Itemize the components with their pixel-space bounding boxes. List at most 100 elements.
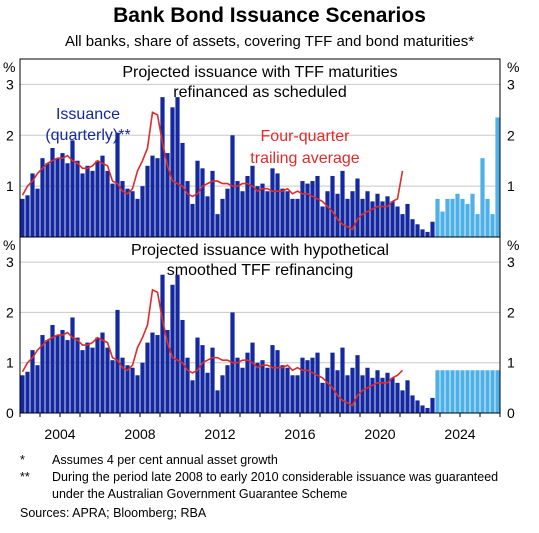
bond-issuance-chart: 1 1 2 2 3 3% % Projected issuance with TFF matu… bbox=[3, 58, 519, 442]
issuance-bar bbox=[40, 158, 45, 237]
issuance-bar bbox=[415, 224, 420, 237]
issuance-bar bbox=[120, 357, 125, 413]
y-tick-label-right: 2 bbox=[507, 304, 515, 320]
average-annotation: trailing average bbox=[250, 150, 360, 167]
issuance-bar bbox=[255, 362, 260, 413]
issuance-bar bbox=[315, 352, 320, 413]
issuance-bar bbox=[185, 357, 190, 413]
issuance-bar bbox=[45, 163, 50, 237]
x-tick-label: 2024 bbox=[444, 426, 475, 442]
issuance-bar bbox=[335, 193, 340, 237]
issuance-annotation: Issuance bbox=[56, 106, 120, 123]
footnote-1: * Assumes 4 per cent annual asset growth bbox=[20, 452, 530, 469]
issuance-bar bbox=[395, 206, 400, 237]
issuance-bar bbox=[380, 377, 385, 413]
issuance-bar bbox=[145, 342, 150, 413]
issuance-bar bbox=[405, 203, 410, 237]
issuance-bar bbox=[205, 196, 210, 237]
issuance-bar bbox=[120, 181, 125, 237]
issuance-bar bbox=[25, 371, 30, 413]
y-tick-label-right: 1 bbox=[507, 178, 515, 194]
panel-title: Projected issuance with hypothetical bbox=[131, 242, 389, 259]
issuance-bar bbox=[415, 400, 420, 413]
projected-bar bbox=[460, 198, 465, 237]
issuance-bar bbox=[75, 160, 80, 237]
issuance-bar bbox=[50, 148, 55, 237]
issuance-bar bbox=[235, 357, 240, 413]
issuance-bar bbox=[360, 375, 365, 413]
issuance-bar bbox=[250, 342, 255, 413]
issuance-bar bbox=[95, 160, 100, 237]
issuance-bar bbox=[85, 342, 90, 413]
y-unit-label-left: % bbox=[3, 237, 15, 253]
projected-bar bbox=[440, 211, 445, 237]
issuance-bar bbox=[410, 219, 415, 237]
issuance-bar bbox=[155, 335, 160, 413]
y-tick-label-left: 1 bbox=[6, 355, 14, 371]
issuance-bar bbox=[165, 330, 170, 413]
y-tick-label-left: 0 bbox=[6, 405, 14, 421]
issuance-bar bbox=[350, 191, 355, 237]
projected-bar bbox=[490, 370, 495, 413]
issuance-bar bbox=[365, 367, 370, 413]
issuance-bar bbox=[420, 405, 425, 413]
y-tick-label-left: 1 bbox=[6, 178, 14, 194]
issuance-bar bbox=[60, 330, 65, 413]
issuance-bar bbox=[190, 203, 195, 237]
issuance-bar bbox=[375, 370, 380, 413]
projected-bar bbox=[485, 198, 490, 237]
issuance-bar bbox=[200, 345, 205, 413]
issuance-bar bbox=[270, 168, 275, 237]
issuance-bar bbox=[170, 284, 175, 413]
issuance-bar bbox=[80, 173, 85, 237]
issuance-bar bbox=[55, 158, 60, 237]
issuance-bar bbox=[390, 377, 395, 413]
y-tick-label-left: 3 bbox=[6, 254, 14, 270]
issuance-bar bbox=[150, 332, 155, 413]
issuance-bar bbox=[90, 170, 95, 237]
issuance-bar bbox=[390, 201, 395, 237]
issuance-bar bbox=[285, 367, 290, 413]
issuance-bar bbox=[175, 274, 180, 413]
average-line bbox=[21, 111, 404, 231]
issuance-bar bbox=[425, 231, 430, 237]
issuance-bar bbox=[160, 97, 165, 238]
issuance-bar bbox=[175, 97, 180, 238]
projected-bar bbox=[450, 198, 455, 237]
issuance-bar bbox=[320, 382, 325, 413]
issuance-bar bbox=[30, 350, 35, 413]
issuance-bar bbox=[340, 170, 345, 237]
issuance-bar bbox=[405, 380, 410, 413]
projected-bar bbox=[465, 370, 470, 413]
issuance-bar bbox=[355, 178, 360, 237]
issuance-bar bbox=[260, 360, 265, 413]
issuance-bar bbox=[240, 191, 245, 237]
projected-bar bbox=[480, 158, 485, 237]
issuance-bar bbox=[155, 158, 160, 237]
issuance-bar bbox=[255, 186, 260, 237]
issuance-bar bbox=[30, 173, 35, 237]
x-tick-label: 2020 bbox=[364, 426, 395, 442]
issuance-bar bbox=[300, 181, 305, 237]
issuance-bar bbox=[265, 191, 270, 237]
issuance-bar bbox=[210, 347, 215, 413]
chart-subtitle: All banks, share of assets, covering TFF… bbox=[64, 33, 475, 50]
projected-bar bbox=[445, 198, 450, 237]
issuance-bar bbox=[345, 375, 350, 413]
panel-title: smoothed TFF refinancing bbox=[167, 262, 353, 279]
projected-bar bbox=[485, 370, 490, 413]
issuance-bar bbox=[190, 380, 195, 413]
issuance-bar bbox=[180, 319, 185, 413]
issuance-bar bbox=[170, 107, 175, 237]
issuance-bar bbox=[200, 168, 205, 237]
issuance-bar bbox=[20, 375, 25, 413]
issuance-bar bbox=[235, 181, 240, 237]
issuance-bar bbox=[195, 337, 200, 413]
average-line bbox=[21, 288, 404, 407]
projected-bar bbox=[440, 370, 445, 413]
issuance-bar bbox=[105, 347, 110, 413]
issuance-bar bbox=[245, 352, 250, 413]
issuance-bar bbox=[195, 160, 200, 237]
panel-title: Projected issuance with TFF maturities bbox=[122, 64, 397, 81]
issuance-bar bbox=[305, 360, 310, 413]
